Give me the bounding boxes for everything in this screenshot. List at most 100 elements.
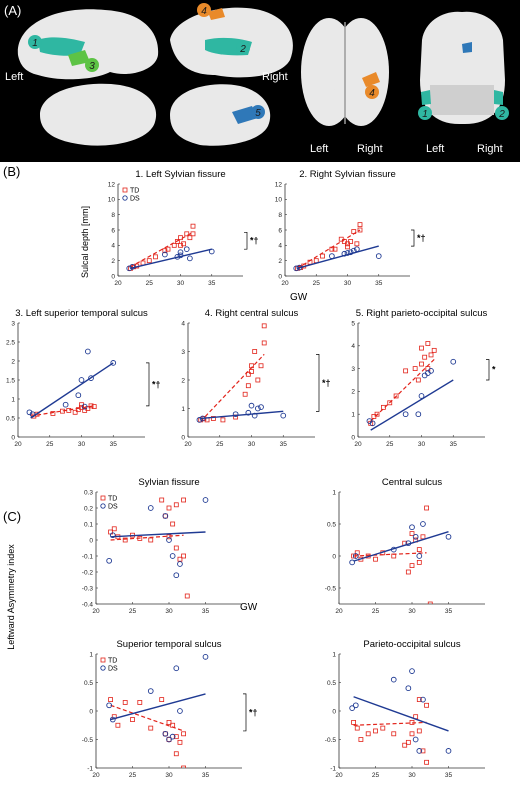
y-tick-label: 0 [278, 273, 282, 280]
chart-title: Sylvian fissure [138, 477, 199, 488]
td-point [393, 393, 399, 399]
td-point [424, 505, 430, 511]
y-tick-label: 3 [351, 366, 355, 373]
y-tick-label: 4 [111, 243, 115, 250]
td-point [50, 411, 56, 416]
x-tick-label: 20 [335, 608, 343, 615]
td-point [416, 559, 422, 565]
ds-point [347, 249, 354, 256]
ds-point [405, 540, 412, 547]
ds-point [450, 358, 457, 365]
x-tick-label: 20 [14, 441, 22, 448]
legend-ds-marker [122, 195, 128, 201]
td-point [242, 391, 248, 397]
x-tick-label: 30 [177, 280, 185, 287]
x-tick-label: 30 [78, 441, 86, 448]
brain-left-medial [40, 83, 157, 146]
ds-point [126, 265, 133, 272]
ds-point [349, 559, 355, 566]
region-coronal-top [462, 42, 472, 53]
ds-point [177, 252, 184, 259]
chart-title: Parieto-occipital sulcus [363, 639, 460, 650]
td-point [184, 593, 190, 599]
td-point [165, 246, 171, 252]
ds-fit-line [110, 693, 206, 721]
y-tick-label: 0 [11, 434, 15, 441]
td-point [409, 563, 415, 569]
td-point [425, 341, 431, 346]
ds-point [402, 411, 409, 418]
td-point [91, 404, 97, 410]
td-point [166, 720, 172, 725]
legend-td-marker [122, 187, 128, 193]
panel-b-ylabel: Sulcal depth [mm] [80, 206, 90, 278]
ds-point [162, 513, 169, 519]
chart-4: 4. Right central sulcus 20 25 30 35 0 1 2 3 4 *† [181, 308, 330, 448]
marker-4-top: 4 [365, 85, 379, 99]
td-point [416, 728, 422, 734]
td-point [409, 731, 415, 737]
y-tick-label: 1 [11, 396, 15, 403]
td-point [422, 354, 428, 360]
td-fit-line [353, 552, 427, 557]
ds-point [202, 654, 209, 660]
y-tick-label: 4 [278, 243, 282, 250]
x-tick-label: 35 [450, 441, 458, 448]
ds-point [352, 553, 359, 559]
td-point [60, 408, 65, 414]
ds-point [177, 249, 184, 256]
td-point [170, 722, 176, 728]
legend-td-label: TD [130, 188, 139, 195]
td-fit-line [110, 534, 184, 541]
y-tick-label: 0.1 [84, 521, 93, 528]
td-point [391, 553, 397, 559]
td-point [166, 505, 172, 511]
ds-point [255, 405, 261, 412]
x-tick-label: 30 [418, 441, 426, 448]
chart-6: Sylvian fissure 20 25 30 35 -0.4 -0.3 -0.2 -0.1 0… [82, 477, 242, 615]
significance-mark: *† [249, 707, 258, 717]
plot-area [106, 497, 209, 599]
y-tick-label: 1 [351, 412, 355, 419]
ds-point [245, 409, 252, 416]
ds-point [354, 246, 360, 253]
legend-ds-label: DS [130, 196, 140, 203]
x-tick-label: 25 [46, 441, 54, 448]
y-tick-label: 8 [111, 212, 115, 219]
x-tick-label: 25 [129, 608, 137, 615]
td-point [387, 400, 393, 406]
td-point [249, 363, 254, 369]
ds-point [199, 415, 206, 422]
significance-bracket [244, 231, 248, 250]
label-top-left: Left [310, 143, 328, 155]
td-point [424, 702, 430, 708]
ds-fit-line [370, 379, 454, 431]
td-point [428, 352, 434, 358]
y-tick-label: 12 [108, 181, 116, 188]
ds-point [162, 730, 169, 737]
td-point [380, 404, 386, 410]
svg-text:1: 1 [32, 38, 38, 49]
chart-title: Central sulcus [382, 477, 442, 488]
ds-point [177, 561, 183, 567]
td-point [245, 383, 251, 389]
significance-mark: *† [417, 233, 426, 243]
y-tick-label: 1 [181, 406, 185, 413]
ds-point [109, 532, 116, 539]
significance-bracket [146, 362, 150, 407]
td-point [146, 258, 152, 264]
y-tick-label: -0.5 [325, 737, 337, 744]
brain-views: (A) 1 3 4 2 5 4 1 2 Left Right Left Righ… [4, 3, 509, 155]
td-point [354, 725, 360, 731]
td-point [373, 556, 378, 562]
y-tick-label: 2 [111, 258, 115, 265]
y-tick-label: 2.5 [6, 339, 15, 346]
x-tick-label: 35 [445, 608, 453, 615]
ds-point [109, 716, 116, 723]
marker-5: 5 [251, 105, 265, 119]
marker-1-coronal: 1 [418, 106, 432, 120]
td-point [403, 368, 409, 374]
ds-fit-line [110, 531, 206, 538]
y-tick-label: 1 [332, 489, 336, 496]
y-tick-label: 10 [275, 197, 283, 204]
